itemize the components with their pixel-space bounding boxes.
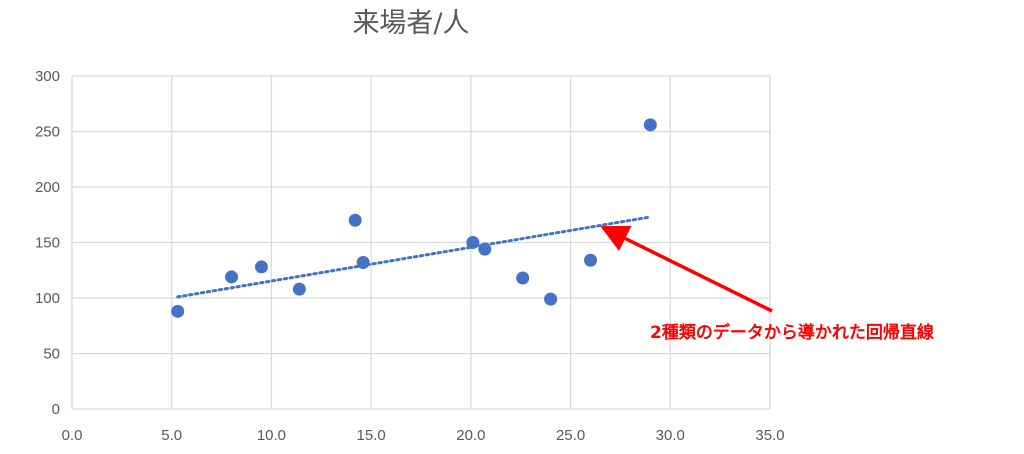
x-tick-label: 35.0 — [755, 427, 784, 444]
data-point — [466, 236, 480, 249]
data-point — [643, 118, 657, 132]
data-point — [254, 260, 268, 274]
y-tick-label: 200 — [35, 179, 60, 196]
chart-title: 来場者/人 — [352, 8, 469, 39]
y-axis-tick-labels: 0 50 100 150 200 250 300 — [35, 68, 60, 418]
y-tick-label: 300 — [35, 68, 60, 85]
y-tick-label: 250 — [35, 124, 60, 141]
grid — [71, 75, 771, 410]
y-tick-label: 0 — [52, 401, 60, 418]
data-point — [544, 292, 558, 306]
x-tick-label: 5.0 — [161, 427, 182, 444]
x-tick-label: 10.0 — [257, 427, 286, 444]
annotation-arrow — [600, 225, 773, 313]
y-tick-label: 50 — [43, 346, 60, 363]
data-point — [478, 242, 492, 256]
data-point — [292, 282, 306, 296]
annotation-label: 2種類のデータから導かれた回帰直線 — [650, 322, 934, 343]
x-tick-label: 30.0 — [656, 427, 685, 444]
data-point — [225, 270, 239, 284]
x-tick-label: 15.0 — [357, 427, 386, 444]
data-point — [356, 255, 370, 269]
regression-trendline — [176, 215, 652, 299]
y-tick-label: 150 — [35, 235, 60, 252]
data-point — [348, 213, 362, 227]
data-point — [516, 271, 530, 285]
data-points — [171, 118, 657, 318]
x-tick-label: 25.0 — [556, 427, 585, 444]
x-axis-tick-labels: 0.0 5.0 10.0 15.0 20.0 25.0 30.0 35.0 — [62, 427, 785, 444]
data-point — [171, 304, 185, 318]
y-tick-label: 100 — [35, 290, 60, 307]
data-point — [584, 253, 598, 267]
x-tick-label: 20.0 — [456, 427, 485, 444]
x-tick-label: 0.0 — [62, 427, 83, 444]
